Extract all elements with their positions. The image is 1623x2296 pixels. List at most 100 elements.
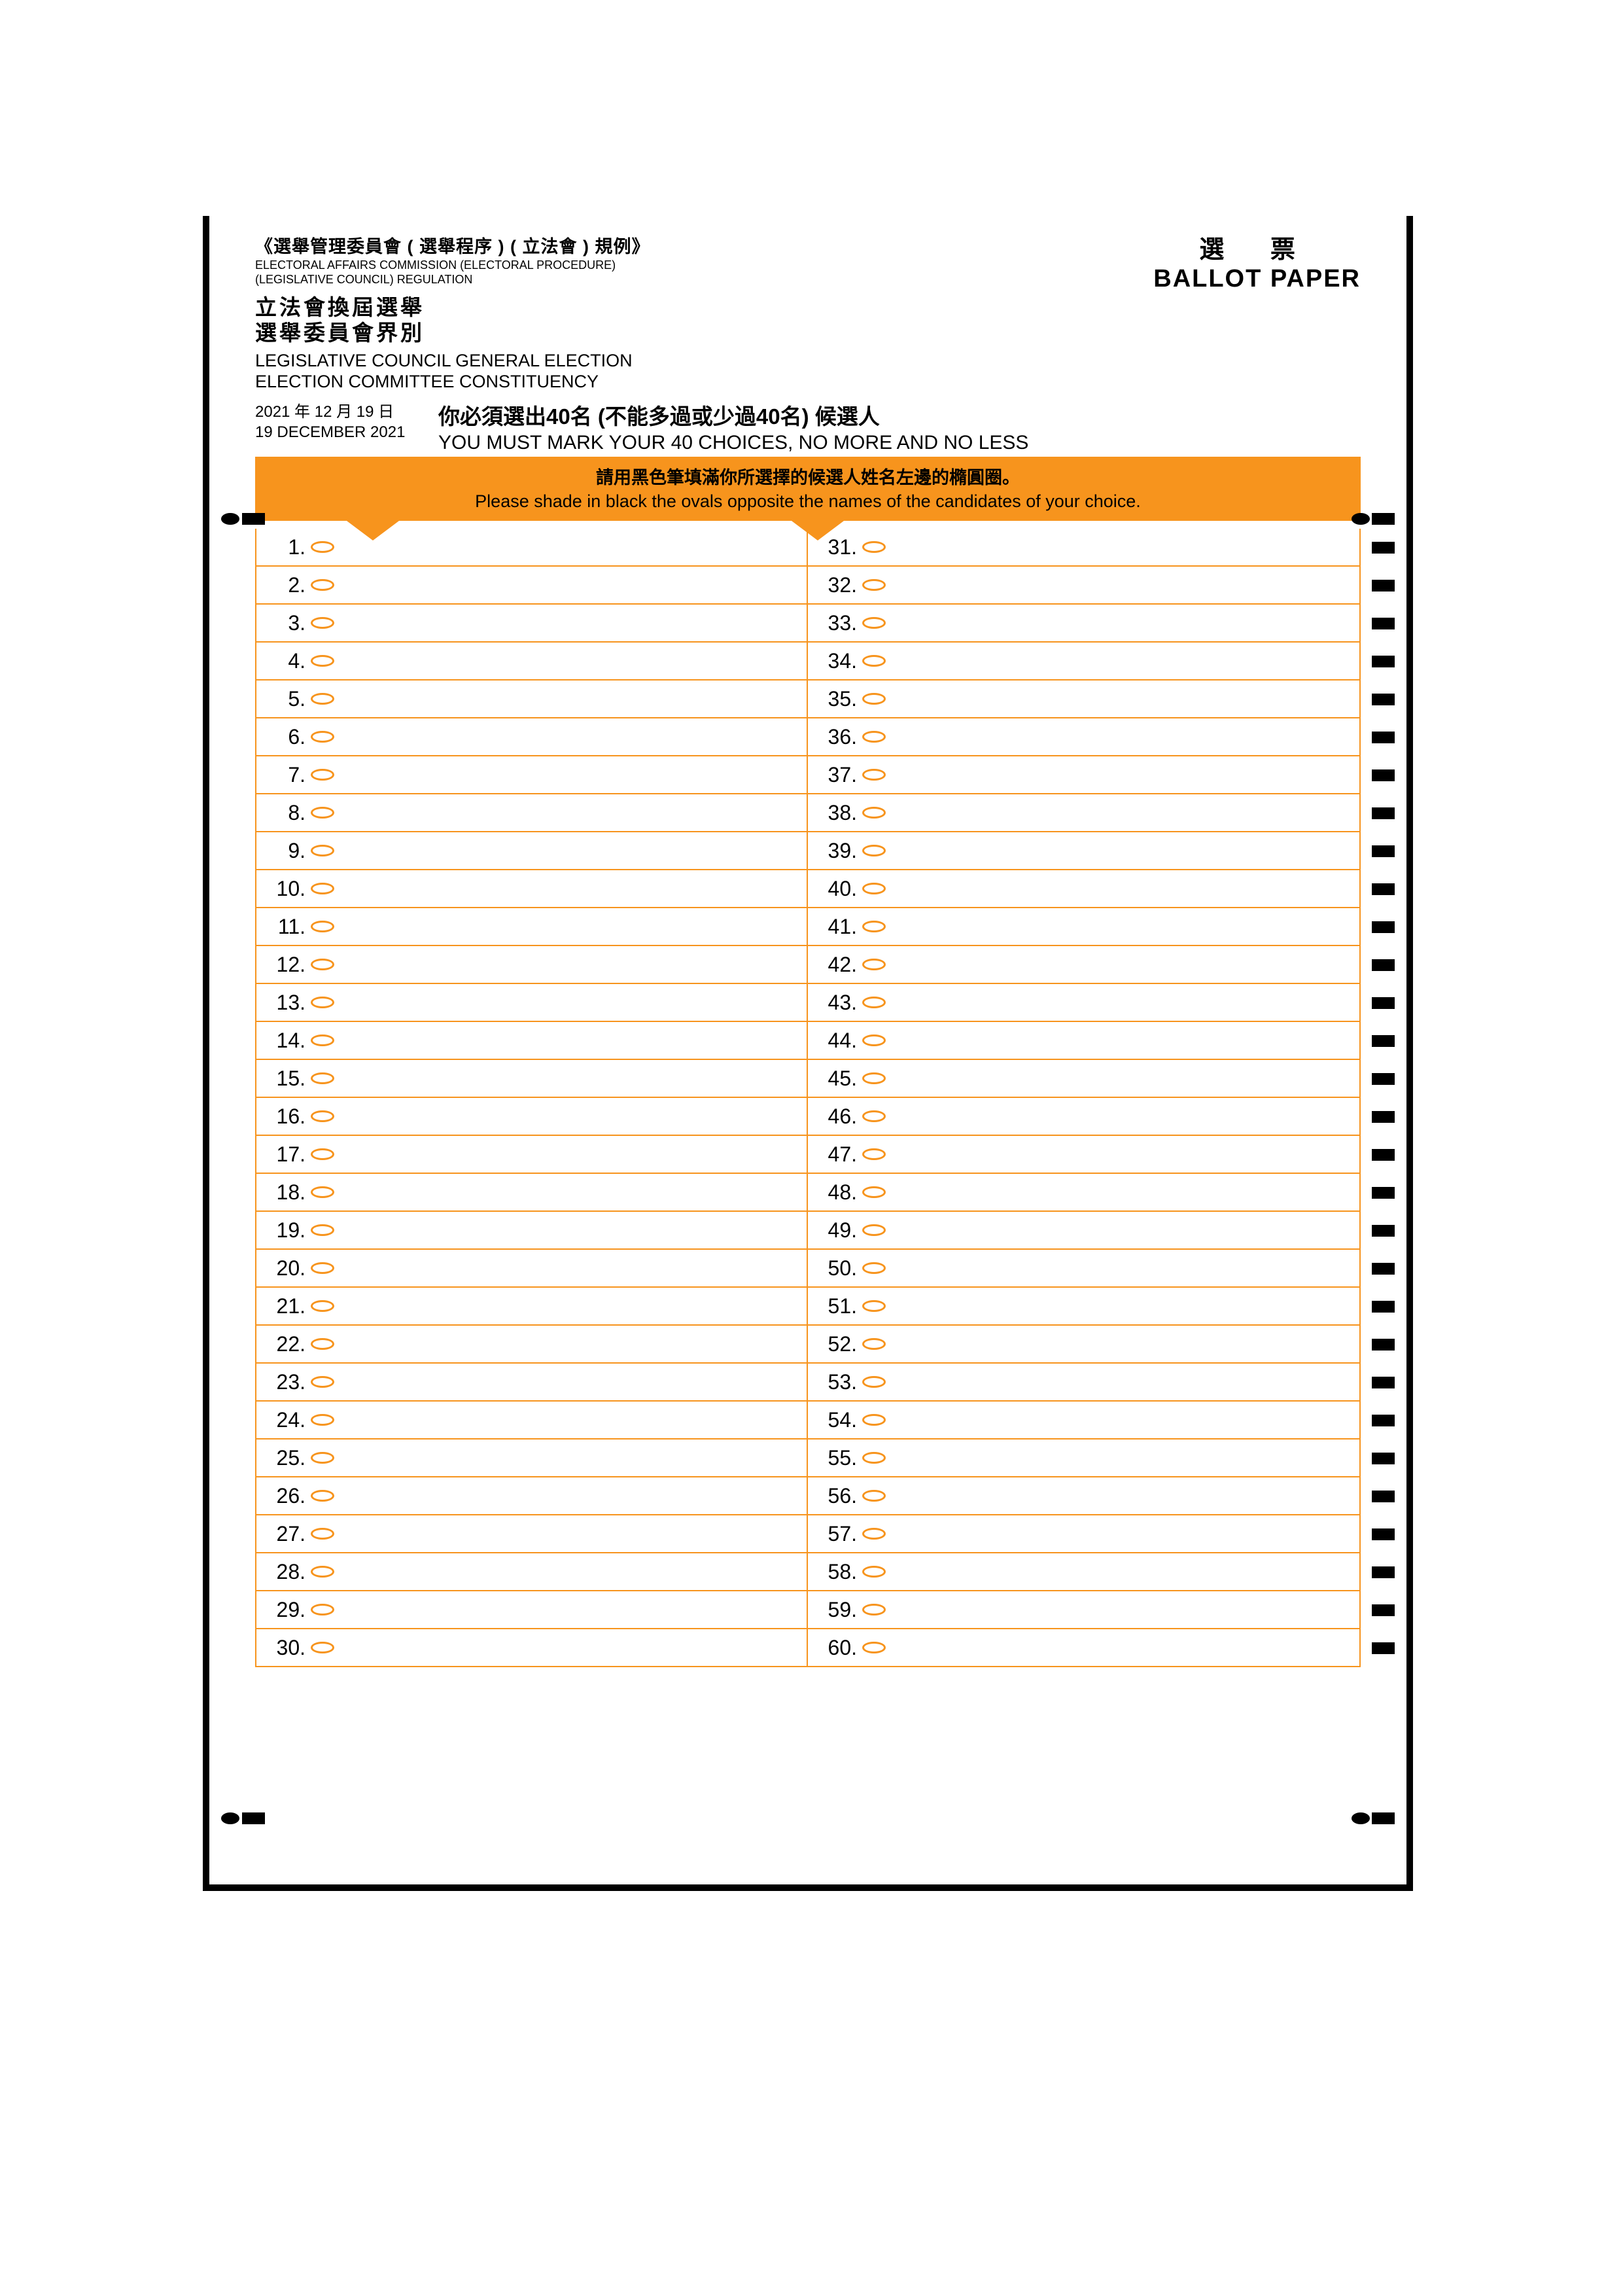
vote-oval[interactable] <box>311 1338 334 1350</box>
vote-oval[interactable] <box>311 769 334 781</box>
vote-oval[interactable] <box>862 1300 886 1312</box>
vote-oval[interactable] <box>862 579 886 591</box>
banner-en: Please shade in black the ovals opposite… <box>255 491 1361 512</box>
vote-oval[interactable] <box>862 617 886 629</box>
candidate-row: 9. <box>256 832 807 870</box>
vote-oval[interactable] <box>311 541 334 553</box>
vote-oval[interactable] <box>311 617 334 629</box>
candidate-number: 33. <box>821 611 857 635</box>
vote-oval[interactable] <box>862 807 886 819</box>
vote-oval[interactable] <box>862 1224 886 1236</box>
vote-oval[interactable] <box>311 959 334 970</box>
vote-oval[interactable] <box>862 1186 886 1198</box>
vote-oval[interactable] <box>862 921 886 932</box>
candidate-number: 46. <box>821 1104 857 1129</box>
vote-oval[interactable] <box>311 1224 334 1236</box>
vote-oval[interactable] <box>311 807 334 819</box>
candidate-number: 36. <box>821 725 857 749</box>
candidate-number: 11. <box>270 915 305 939</box>
date-en: 19 DECEMBER 2021 <box>255 422 438 442</box>
candidate-number: 18. <box>270 1180 305 1205</box>
candidate-row: 30. <box>256 1629 807 1667</box>
vote-oval[interactable] <box>862 693 886 705</box>
candidate-number: 10. <box>270 877 305 901</box>
vote-oval[interactable] <box>862 1034 886 1046</box>
vote-oval[interactable] <box>862 655 886 667</box>
vote-oval[interactable] <box>311 1300 334 1312</box>
vote-oval[interactable] <box>862 1490 886 1502</box>
candidate-number: 60. <box>821 1636 857 1660</box>
vote-oval[interactable] <box>311 883 334 894</box>
candidate-row: 33. <box>808 605 1359 643</box>
candidate-number: 51. <box>821 1294 857 1318</box>
vote-oval[interactable] <box>862 1414 886 1426</box>
vote-oval[interactable] <box>311 997 334 1008</box>
candidate-number: 30. <box>270 1636 305 1660</box>
vote-oval[interactable] <box>862 1528 886 1540</box>
vote-oval[interactable] <box>311 1148 334 1160</box>
candidate-row: 45. <box>808 1060 1359 1098</box>
vote-oval[interactable] <box>311 1186 334 1198</box>
vote-oval[interactable] <box>311 693 334 705</box>
candidate-number: 25. <box>270 1446 305 1470</box>
vote-oval[interactable] <box>311 1528 334 1540</box>
vote-oval[interactable] <box>311 1490 334 1502</box>
candidate-number: 59. <box>821 1598 857 1622</box>
candidate-number: 56. <box>821 1484 857 1508</box>
vote-oval[interactable] <box>311 1034 334 1046</box>
vote-oval[interactable] <box>862 1604 886 1616</box>
vote-oval[interactable] <box>311 1376 334 1388</box>
banner-zh: 請用黑色筆填滿你所選擇的候選人姓名左邊的橢圓圈。 <box>255 463 1361 489</box>
regulation-zh: 《選舉管理委員會 ( 選舉程序 ) ( 立法會 ) 規例》 <box>255 232 844 258</box>
vote-oval[interactable] <box>862 541 886 553</box>
timing-mark-oval <box>1352 513 1370 525</box>
vote-oval[interactable] <box>311 1642 334 1653</box>
vote-oval[interactable] <box>311 579 334 591</box>
vote-oval[interactable] <box>862 1338 886 1350</box>
timing-mark-rect <box>1372 845 1395 857</box>
vote-oval[interactable] <box>311 731 334 743</box>
vote-oval[interactable] <box>862 1452 886 1464</box>
vote-oval[interactable] <box>862 1148 886 1160</box>
vote-oval[interactable] <box>862 959 886 970</box>
vote-oval[interactable] <box>311 1262 334 1274</box>
candidate-number: 21. <box>270 1294 305 1318</box>
vote-oval[interactable] <box>311 1110 334 1122</box>
timing-mark-rect <box>1372 1263 1395 1275</box>
timing-mark-rect <box>1372 959 1395 971</box>
vote-oval[interactable] <box>311 1414 334 1426</box>
vote-oval[interactable] <box>862 1072 886 1084</box>
candidate-row: 58. <box>808 1553 1359 1591</box>
vote-oval[interactable] <box>311 921 334 932</box>
vote-oval[interactable] <box>862 845 886 857</box>
candidate-number: 39. <box>821 839 857 863</box>
vote-oval[interactable] <box>311 845 334 857</box>
vote-oval[interactable] <box>862 769 886 781</box>
election-title-zh-1: 立法會換屆選舉 <box>255 294 844 321</box>
candidate-row: 6. <box>256 718 807 756</box>
candidate-row: 13. <box>256 984 807 1022</box>
vote-oval[interactable] <box>311 1452 334 1464</box>
candidate-row: 32. <box>808 567 1359 605</box>
vote-oval[interactable] <box>311 1072 334 1084</box>
vote-oval[interactable] <box>862 731 886 743</box>
vote-oval[interactable] <box>862 997 886 1008</box>
candidate-number: 16. <box>270 1104 305 1129</box>
candidate-number: 45. <box>821 1067 857 1091</box>
vote-oval[interactable] <box>311 1566 334 1578</box>
vote-oval[interactable] <box>862 1566 886 1578</box>
candidate-number: 17. <box>270 1142 305 1167</box>
vote-oval[interactable] <box>862 1262 886 1274</box>
candidate-row: 4. <box>256 643 807 680</box>
vote-oval[interactable] <box>862 1642 886 1653</box>
vote-oval[interactable] <box>862 883 886 894</box>
candidate-number: 26. <box>270 1484 305 1508</box>
timing-mark-rect <box>1372 1491 1395 1502</box>
vote-oval[interactable] <box>311 655 334 667</box>
vote-oval[interactable] <box>862 1110 886 1122</box>
vote-oval[interactable] <box>311 1604 334 1616</box>
timing-mark-rect <box>1372 769 1395 781</box>
vote-oval[interactable] <box>862 1376 886 1388</box>
candidate-number: 15. <box>270 1067 305 1091</box>
candidate-row: 29. <box>256 1591 807 1629</box>
